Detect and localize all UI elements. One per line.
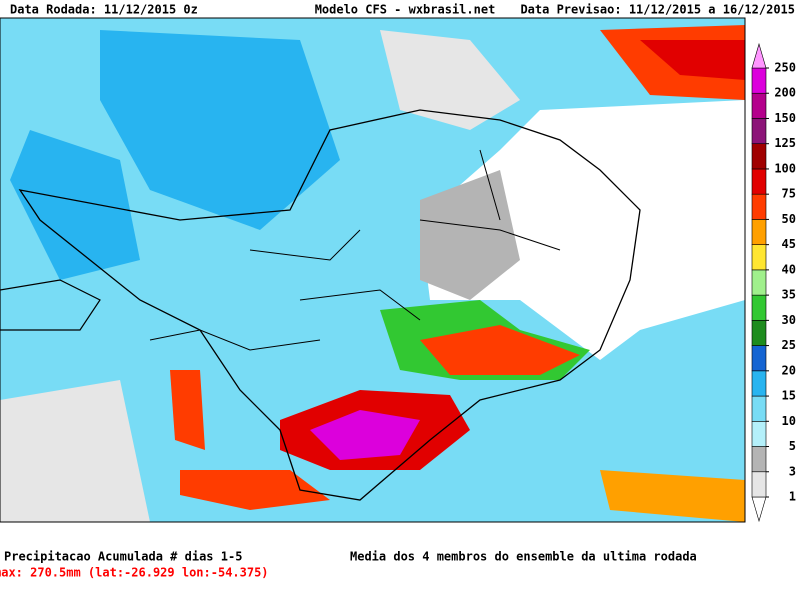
colorbar-swatch — [751, 446, 767, 473]
colorbar-label: 45 — [782, 237, 796, 251]
rain-area — [100, 30, 340, 230]
colorbar-swatch — [751, 294, 767, 321]
header-right: Data Previsao: 11/12/2015 a 16/12/2015 — [520, 3, 795, 17]
colorbar-label: 1 — [789, 490, 796, 504]
colorbar-label: 200 — [774, 86, 796, 100]
colorbar-label: 250 — [774, 61, 796, 75]
colorbar-label: 50 — [782, 212, 796, 226]
header-center: Modelo CFS - wxbrasil.net — [315, 3, 496, 17]
colorbar-swatch — [751, 143, 767, 170]
colorbar-label: 100 — [774, 161, 796, 175]
colorbar-label: 125 — [774, 136, 796, 150]
colorbar-swatch — [751, 345, 767, 372]
extreme-rain-area — [310, 410, 420, 460]
border — [149, 149, 561, 351]
light-rain-area — [380, 30, 520, 130]
map-frame — [0, 17, 746, 523]
border — [0, 279, 101, 331]
map — [0, 18, 745, 522]
colorbar-label: 35 — [782, 288, 796, 302]
colorbar-label: 150 — [774, 111, 796, 125]
colorbar-label: 5 — [789, 439, 796, 453]
colorbar-swatch — [751, 193, 767, 220]
heavy-rain-area — [180, 470, 330, 510]
rain-area — [600, 470, 745, 522]
colorbar-label: 30 — [782, 313, 796, 327]
header-left: Data Rodada: 11/12/2015 0z — [10, 3, 198, 17]
footer-subtitle: Media dos 4 membros do ensemble da ultim… — [350, 550, 697, 564]
colorbar-label: 20 — [782, 363, 796, 377]
max-note: max: 270.5mm (lat:-26.929 lon:-54.375) — [0, 566, 269, 580]
heavy-rain-area — [640, 40, 745, 80]
colorbar-label: 25 — [782, 338, 796, 352]
border — [18, 109, 641, 501]
colorbar-swatch — [751, 118, 767, 145]
colorbar-swatch — [751, 244, 767, 271]
colorbar-swatch — [751, 92, 767, 119]
colorbar-swatch — [751, 395, 767, 422]
colorbar-label: 3 — [789, 464, 796, 478]
colorbar-swatch — [751, 471, 767, 498]
light-rain-area — [0, 380, 150, 522]
footer-title: Precipitacao Acumulada # dias 1-5 — [4, 550, 242, 564]
colorbar-swatch — [751, 320, 767, 346]
heavy-rain-area — [420, 325, 580, 375]
dry-area — [420, 100, 745, 360]
colorbar-swatch — [751, 370, 767, 397]
colorbar-label: 75 — [782, 187, 796, 201]
colorbar-label: 10 — [782, 414, 796, 428]
colorbar-label: 40 — [782, 262, 796, 276]
colorbar-label: 15 — [782, 389, 796, 403]
colorbar-swatch — [751, 67, 767, 94]
colorbar-swatch — [751, 269, 767, 296]
colorbar-swatch — [751, 219, 767, 245]
colorbar-swatch — [751, 420, 767, 447]
colorbar-swatch — [751, 168, 767, 195]
rain-area — [10, 130, 140, 280]
heavy-rain-area — [170, 370, 205, 450]
colorbar-swatch — [751, 42, 767, 69]
